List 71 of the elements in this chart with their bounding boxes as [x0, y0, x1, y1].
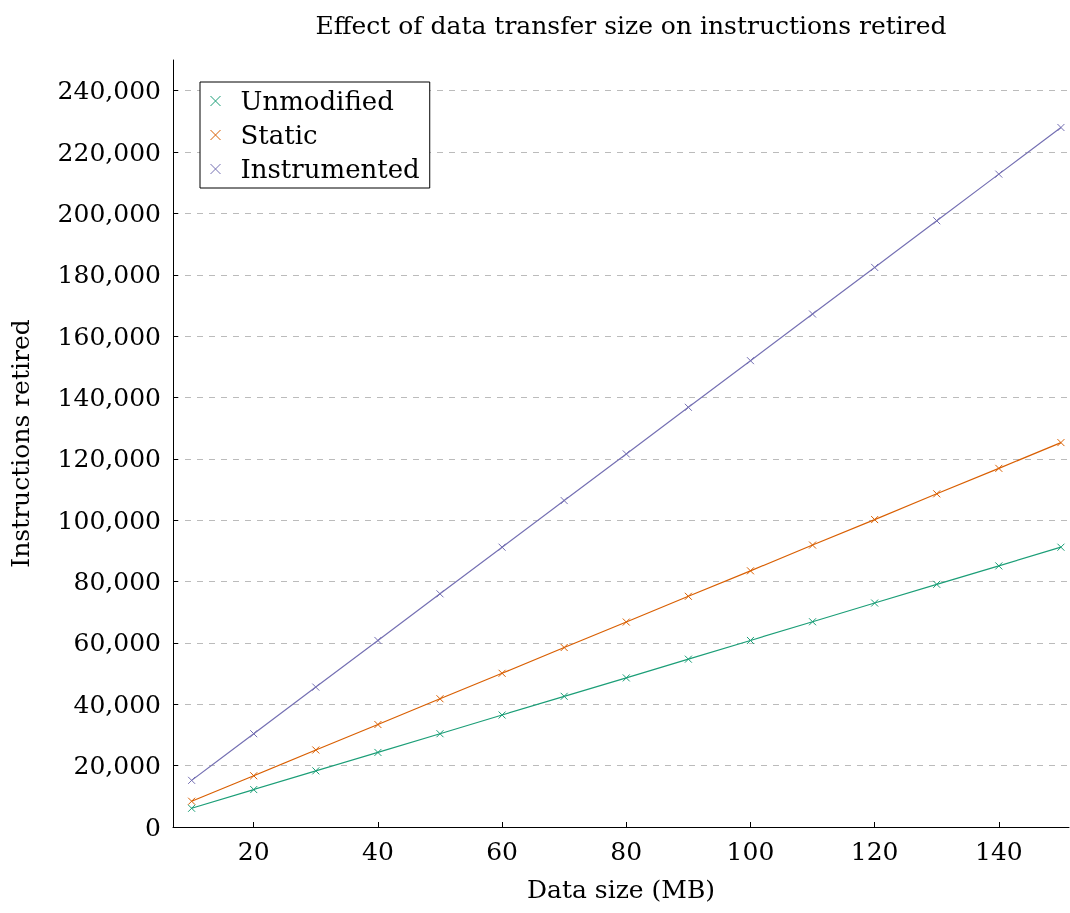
x-tick-label: 20	[237, 837, 270, 866]
point	[1056, 543, 1065, 552]
point	[870, 263, 879, 272]
y-axis-title: Instructions retired	[6, 319, 35, 568]
point	[1056, 123, 1065, 132]
point	[498, 711, 507, 720]
point	[622, 618, 631, 627]
legend-label: Instrumented	[240, 154, 420, 184]
y-tick-label: 100,000	[57, 505, 161, 535]
y-tick-label: 180,000	[57, 260, 161, 290]
x-axis-title: Data size (MB)	[526, 875, 716, 904]
point	[622, 449, 631, 458]
y-tick-label: 160,000	[57, 321, 161, 351]
point	[373, 748, 382, 757]
y-tick-label: 60,000	[73, 628, 161, 658]
point	[870, 515, 879, 524]
point	[373, 636, 382, 645]
point	[249, 771, 258, 780]
point	[684, 403, 693, 412]
point	[932, 580, 941, 589]
x-tick-label: 140	[974, 837, 1023, 866]
y-tick-label: 220,000	[57, 137, 161, 167]
y-tick-label: 0	[145, 812, 161, 842]
x-tick-label: 100	[726, 837, 775, 866]
point	[436, 589, 444, 598]
point	[746, 356, 755, 365]
point	[932, 216, 941, 225]
point	[808, 617, 817, 626]
x-tick-label: 60	[486, 837, 518, 866]
y-tick-label: 240,000	[57, 76, 161, 106]
point	[436, 729, 444, 738]
point	[684, 655, 693, 664]
point	[808, 541, 817, 550]
chart-title: Effect of data transfer size on instructions retired	[315, 11, 947, 40]
point	[994, 170, 1003, 179]
point	[436, 694, 444, 703]
y-tick-label: 20,000	[73, 751, 161, 781]
point	[311, 745, 320, 754]
point	[870, 599, 879, 608]
point	[498, 669, 507, 678]
y-tick-label: 120,000	[57, 444, 161, 474]
y-tick-label: 140,000	[57, 382, 161, 412]
point	[560, 692, 569, 701]
point	[994, 464, 1003, 473]
point	[932, 489, 941, 498]
point	[373, 720, 382, 729]
point	[1056, 438, 1065, 447]
point	[498, 543, 507, 552]
point	[187, 804, 196, 813]
point	[311, 683, 320, 692]
point	[560, 496, 569, 505]
legend-label: Unmodified	[240, 86, 394, 116]
y-tick-label: 200,000	[57, 198, 161, 228]
point	[684, 592, 693, 601]
point	[994, 561, 1003, 570]
x-tick-label: 40	[362, 837, 394, 866]
point	[249, 785, 258, 794]
x-tick-label: 80	[610, 837, 643, 866]
point	[187, 797, 196, 806]
point	[560, 643, 569, 652]
x-tick-label: 120	[850, 837, 899, 866]
point	[311, 766, 320, 775]
point	[808, 310, 817, 319]
point	[746, 636, 755, 645]
point	[187, 776, 196, 785]
point	[249, 729, 258, 738]
point	[622, 673, 631, 682]
y-tick-label: 40,000	[73, 689, 161, 719]
y-tick-label: 80,000	[73, 567, 161, 597]
legend-label: Static	[240, 120, 318, 150]
point	[746, 566, 755, 575]
